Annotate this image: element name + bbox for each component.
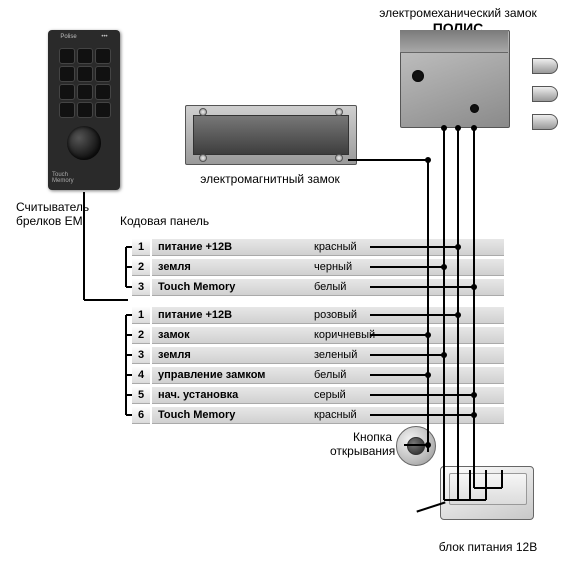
maglock-label: электромагнитный замок xyxy=(185,172,355,186)
wiring-row: 1питание +12Врозовый xyxy=(132,306,504,325)
wiring-table-1: 1питание +12Вкрасный2землячерный3Touch M… xyxy=(132,238,504,296)
wiring-table-2: 1питание +12Врозовый2замоккоричневый3зем… xyxy=(132,306,504,424)
wiring-row: 2замоккоричневый xyxy=(132,325,504,345)
electromechanical-lock-device xyxy=(400,30,540,126)
diagram-canvas: { "labels": { "emlock_top1": "электромех… xyxy=(0,0,563,571)
panel-label: Кодовая панель xyxy=(120,214,209,228)
electromagnetic-lock-device xyxy=(185,105,355,163)
keypad-reader-device: Polise••• TouchMemory xyxy=(48,30,120,190)
psu-label: блок питания 12В xyxy=(418,540,558,554)
reader-label-line2: брелков EM xyxy=(16,214,126,228)
power-supply-device xyxy=(440,466,532,528)
wiring-row: 4управление замкомбелый xyxy=(132,365,504,385)
keypad-keys xyxy=(59,48,109,116)
reader-label-line1: Считыватель xyxy=(16,200,126,214)
button-label-line2: открывания xyxy=(330,444,392,458)
wiring-row: 1питание +12Вкрасный xyxy=(132,238,504,257)
emlock-label-line1: электромеханический замок xyxy=(358,6,558,20)
wiring-row: 6Touch Memoryкрасный xyxy=(132,405,504,424)
keypad-touch-reader xyxy=(67,126,101,160)
wiring-row: 3Touch Memoryбелый xyxy=(132,277,504,296)
button-label-line1: Кнопка xyxy=(330,430,392,444)
wiring-row: 2землячерный xyxy=(132,257,504,277)
wiring-row: 3землязеленый xyxy=(132,345,504,365)
exit-button-device xyxy=(396,426,434,464)
wiring-row: 5нач. установкасерый xyxy=(132,385,504,405)
